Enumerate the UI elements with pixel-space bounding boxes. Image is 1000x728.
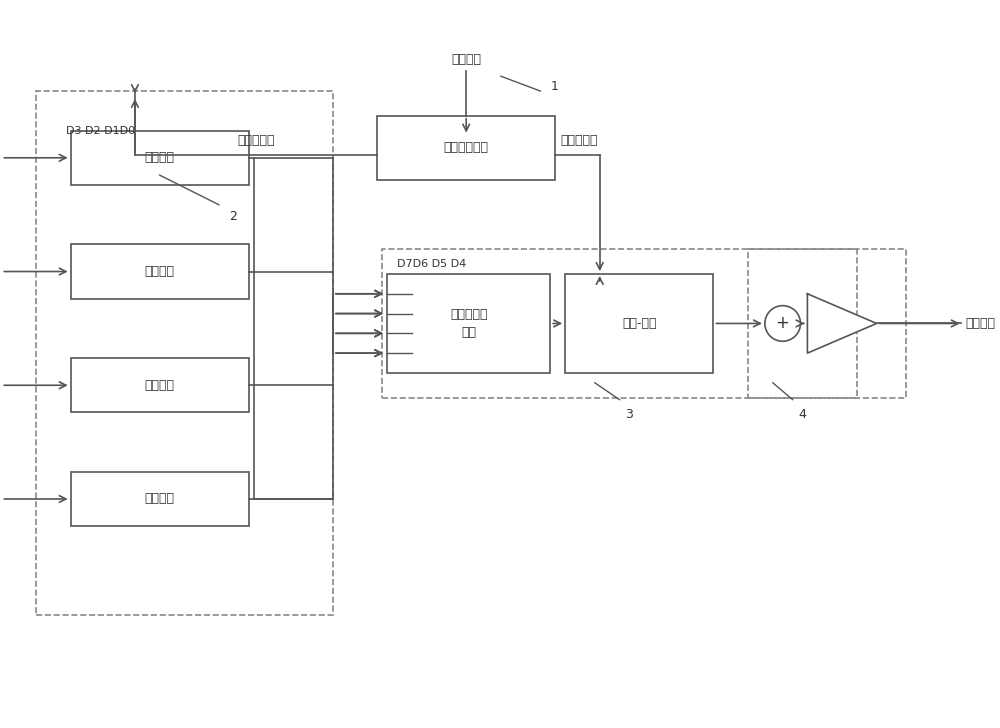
Text: 低位转换: 低位转换 [145,265,175,278]
FancyBboxPatch shape [377,116,555,180]
Text: 低位转换: 低位转换 [145,379,175,392]
Text: D3 D2 D1D0: D3 D2 D1D0 [66,126,135,135]
FancyBboxPatch shape [71,130,249,185]
Text: D7D6 D5 D4: D7D6 D5 D4 [397,259,466,269]
Text: 显示数据: 显示数据 [966,317,996,330]
Text: 2: 2 [229,210,237,223]
Text: 低位转换: 低位转换 [145,151,175,165]
FancyBboxPatch shape [71,358,249,413]
Polygon shape [807,294,877,353]
FancyBboxPatch shape [71,472,249,526]
FancyBboxPatch shape [565,274,713,373]
Text: 3: 3 [625,408,633,421]
Text: 像素数据: 像素数据 [451,53,481,66]
Text: 低位转换: 低位转换 [145,493,175,505]
FancyBboxPatch shape [387,274,550,373]
Text: 伽马-灰阶: 伽马-灰阶 [622,317,657,330]
Text: 高位转换一
合成: 高位转换一 合成 [450,308,487,339]
Text: +: + [776,314,790,333]
Text: 高位组数据: 高位组数据 [560,135,598,147]
Text: 1: 1 [550,79,558,92]
Text: 4: 4 [799,408,806,421]
FancyBboxPatch shape [71,245,249,298]
Text: 数据位数拆分: 数据位数拆分 [444,141,489,154]
Text: 低位组数据: 低位组数据 [237,135,275,147]
